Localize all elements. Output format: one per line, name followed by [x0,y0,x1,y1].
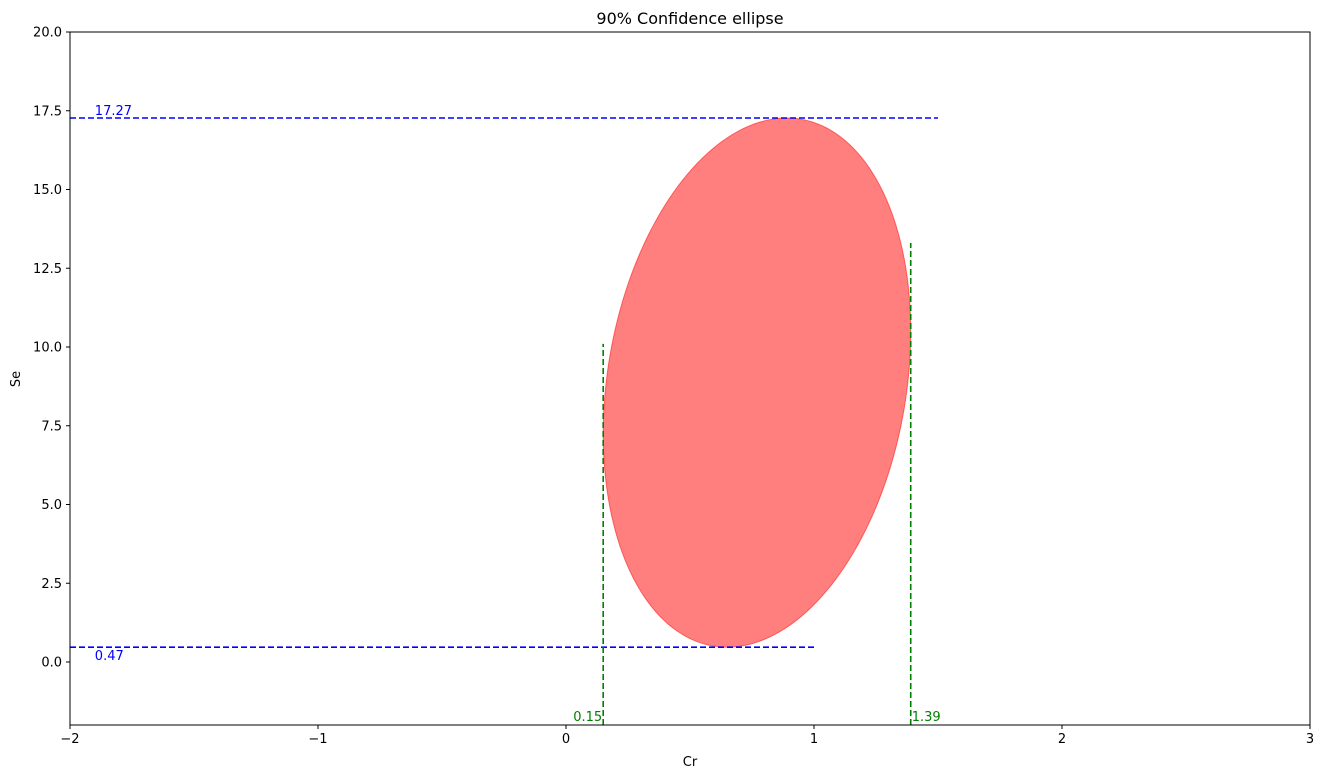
vline-label-1: 1.39 [912,710,941,725]
hline-label-1: 0.47 [95,649,124,664]
y-tick-label: 5.0 [41,498,62,513]
x-tick-label: −2 [60,732,79,747]
y-tick-label: 0.0 [41,656,62,671]
hline-label-0: 17.27 [95,104,132,119]
vline-label-0: 0.15 [573,710,602,725]
y-tick-label: 17.5 [33,104,62,119]
confidence-ellipse [602,117,912,648]
x-tick-label: 0 [562,732,570,747]
y-axis-label: Se [9,371,24,387]
axes-frame [69,31,1311,726]
y-tick-label: 12.5 [33,262,62,277]
y-tick-label: 7.5 [41,419,62,434]
x-axis-label: Cr [683,755,698,770]
x-tick-label: 1 [810,732,818,747]
plot-area: 17.27 0.47 0.15 1.39 −2 −1 0 1 2 3 0.0 2.5 5.0 7.5 10.… [33,26,1314,748]
y-tick-label: 20.0 [33,26,62,41]
x-tick-label: 3 [1306,732,1314,747]
y-tick-label: 2.5 [41,577,62,592]
y-tick-label: 15.0 [33,183,62,198]
chart-title: 90% Confidence ellipse [596,9,783,28]
x-tick-label: −1 [308,732,327,747]
y-tick-label: 10.0 [33,341,62,356]
x-tick-label: 2 [1058,732,1066,747]
